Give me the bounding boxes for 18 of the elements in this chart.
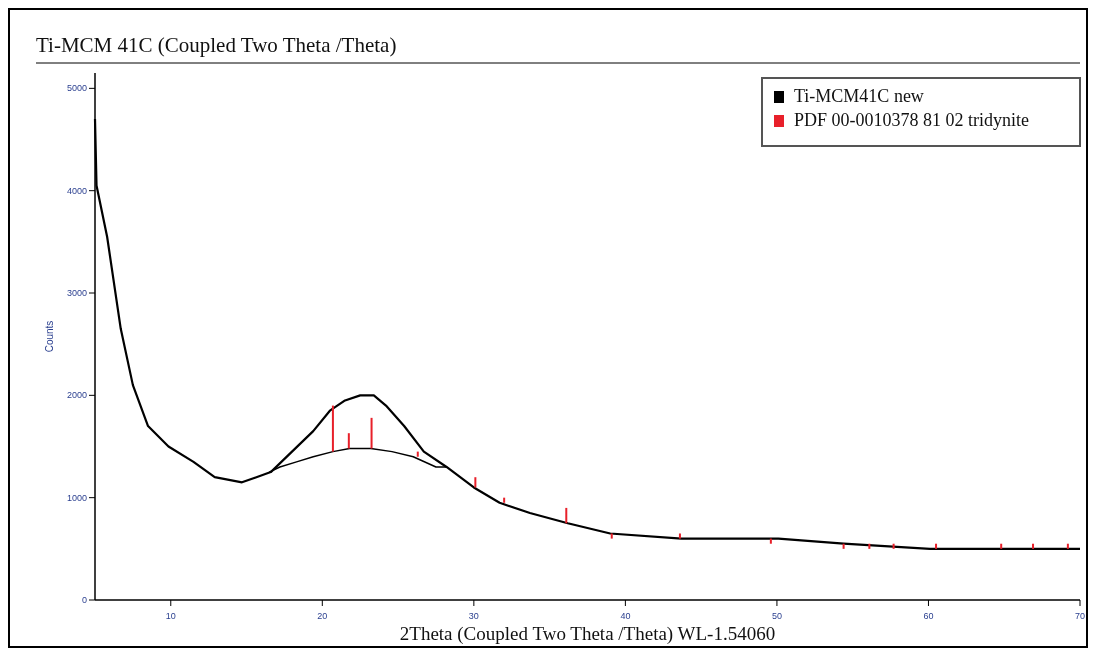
y-tick-label: 4000 bbox=[66, 185, 87, 196]
x-tick-label: 50 bbox=[771, 611, 782, 621]
x-axis-title: 2Theta (Coupled Two Theta /Theta) WL-1.54060 bbox=[399, 623, 776, 645]
chart-title: Ti-MCM 41C (Coupled Two Theta /Theta) bbox=[36, 33, 397, 57]
x-tick-label: 10 bbox=[165, 611, 176, 621]
y-tick-label: 1000 bbox=[66, 492, 87, 503]
x-tick-label: 70 bbox=[1074, 611, 1086, 621]
x-tick-label: 60 bbox=[923, 611, 934, 621]
x-tick-label: 30 bbox=[468, 611, 479, 621]
legend-label: Ti-MCM41C new bbox=[794, 86, 924, 106]
y-tick-label: 0 bbox=[81, 595, 87, 605]
x-tick-label: 40 bbox=[620, 611, 631, 621]
legend-label: PDF 00-0010378 81 02 tridynite bbox=[794, 110, 1030, 130]
x-tick-label: 20 bbox=[317, 611, 328, 621]
y-tick-label: 3000 bbox=[66, 288, 87, 299]
y-tick-label: 2000 bbox=[66, 390, 87, 401]
y-tick-label: 5000 bbox=[66, 83, 87, 94]
y-axis-title: Counts bbox=[44, 320, 55, 353]
